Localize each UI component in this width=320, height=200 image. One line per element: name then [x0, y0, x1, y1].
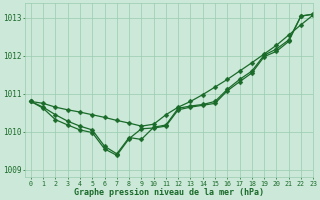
X-axis label: Graphe pression niveau de la mer (hPa): Graphe pression niveau de la mer (hPa) [74, 188, 264, 197]
